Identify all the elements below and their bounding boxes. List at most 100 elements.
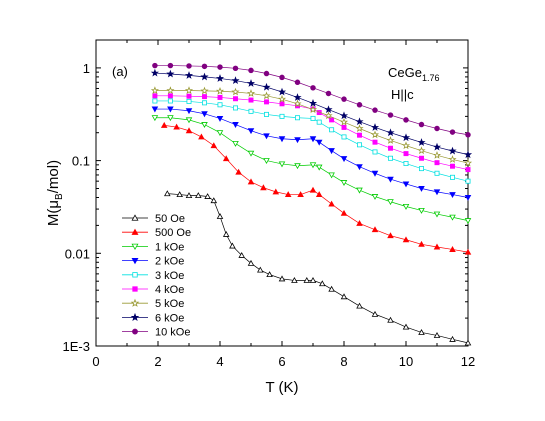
data-point [356, 302, 363, 309]
data-point [357, 142, 362, 148]
data-point [279, 113, 285, 119]
data-point [324, 111, 333, 120]
data-point [204, 193, 211, 199]
data-point [339, 111, 349, 120]
legend-item: 1 kOe [122, 241, 184, 253]
legend-label: 500 Oe [155, 227, 191, 239]
data-point [310, 85, 316, 91]
data-point [464, 195, 472, 201]
y-axis-label: M(μB/mol) [45, 160, 65, 226]
legend-label: 1 kOe [155, 241, 184, 253]
data-point [388, 155, 393, 161]
data-point [247, 128, 255, 135]
data-point [247, 178, 255, 185]
data-point [278, 161, 286, 168]
data-point [233, 105, 238, 111]
data-point [164, 190, 171, 197]
legend-swatch-marker [132, 286, 138, 292]
data-point [167, 106, 174, 113]
data-point [198, 133, 205, 140]
x-tick-label: 8 [340, 354, 347, 369]
data-point [210, 197, 218, 204]
data-point [357, 132, 362, 138]
data-point [272, 188, 280, 195]
data-point [355, 124, 364, 132]
data-point [329, 127, 335, 133]
data-point [387, 199, 394, 206]
data-point [216, 130, 224, 137]
data-point [232, 122, 239, 128]
series-line [154, 117, 469, 221]
data-point [160, 121, 168, 128]
data-point [248, 97, 254, 103]
data-point [277, 94, 287, 103]
data-point [246, 79, 256, 87]
data-point [173, 123, 180, 130]
data-point [247, 259, 255, 266]
x-tick-label: 6 [278, 354, 285, 369]
data-point [279, 74, 285, 81]
data-point [464, 218, 472, 225]
legend-item: 4 kOe [122, 284, 184, 296]
legend-label: 10 kOe [155, 327, 190, 339]
data-point [434, 160, 440, 166]
data-point [463, 150, 473, 159]
data-point [202, 100, 207, 106]
data-point [417, 138, 426, 146]
data-point [418, 186, 425, 192]
data-point [386, 136, 395, 144]
data-point [263, 70, 270, 77]
data-point [465, 167, 471, 173]
data-point [340, 209, 348, 216]
data-point [465, 132, 471, 138]
data-point [284, 191, 292, 198]
data-point [371, 226, 379, 233]
data-point [176, 191, 183, 198]
x-tick-label: 0 [92, 354, 99, 369]
data-point [315, 191, 323, 198]
data-point [433, 243, 441, 250]
data-point [233, 96, 238, 102]
series-line [154, 100, 469, 182]
data-point [450, 174, 455, 180]
data-point [232, 141, 239, 147]
series-layer [150, 62, 473, 346]
legend-swatch-marker [132, 328, 138, 335]
data-point [166, 86, 175, 94]
data-point [419, 166, 424, 172]
data-point [325, 90, 332, 97]
x-tick-label: 4 [216, 354, 223, 369]
data-point [293, 93, 302, 101]
data-point [202, 94, 207, 100]
data-point [309, 136, 317, 143]
series-line [154, 108, 469, 198]
data-point [328, 172, 335, 179]
data-point [371, 170, 379, 177]
data-point [309, 162, 317, 169]
data-point [449, 246, 456, 252]
x-tick-label: 10 [399, 354, 413, 369]
data-point [215, 74, 225, 82]
data-point [297, 191, 304, 198]
data-point [152, 93, 158, 99]
data-point [278, 136, 286, 143]
data-point [433, 332, 441, 338]
data-point [341, 134, 347, 140]
data-point [277, 87, 287, 96]
data-point [216, 115, 224, 122]
legend-swatch-marker [131, 214, 139, 221]
data-point [370, 123, 380, 131]
data-point [217, 94, 223, 100]
data-point [371, 194, 379, 200]
series-line [167, 193, 469, 344]
data-point [184, 86, 194, 94]
data-point [449, 192, 456, 199]
data-point [231, 87, 240, 96]
data-point [217, 64, 223, 70]
legend-swatch-marker [132, 272, 138, 278]
data-point [150, 86, 159, 94]
data-point [278, 275, 286, 282]
data-point [167, 98, 173, 104]
data-point [266, 271, 273, 278]
